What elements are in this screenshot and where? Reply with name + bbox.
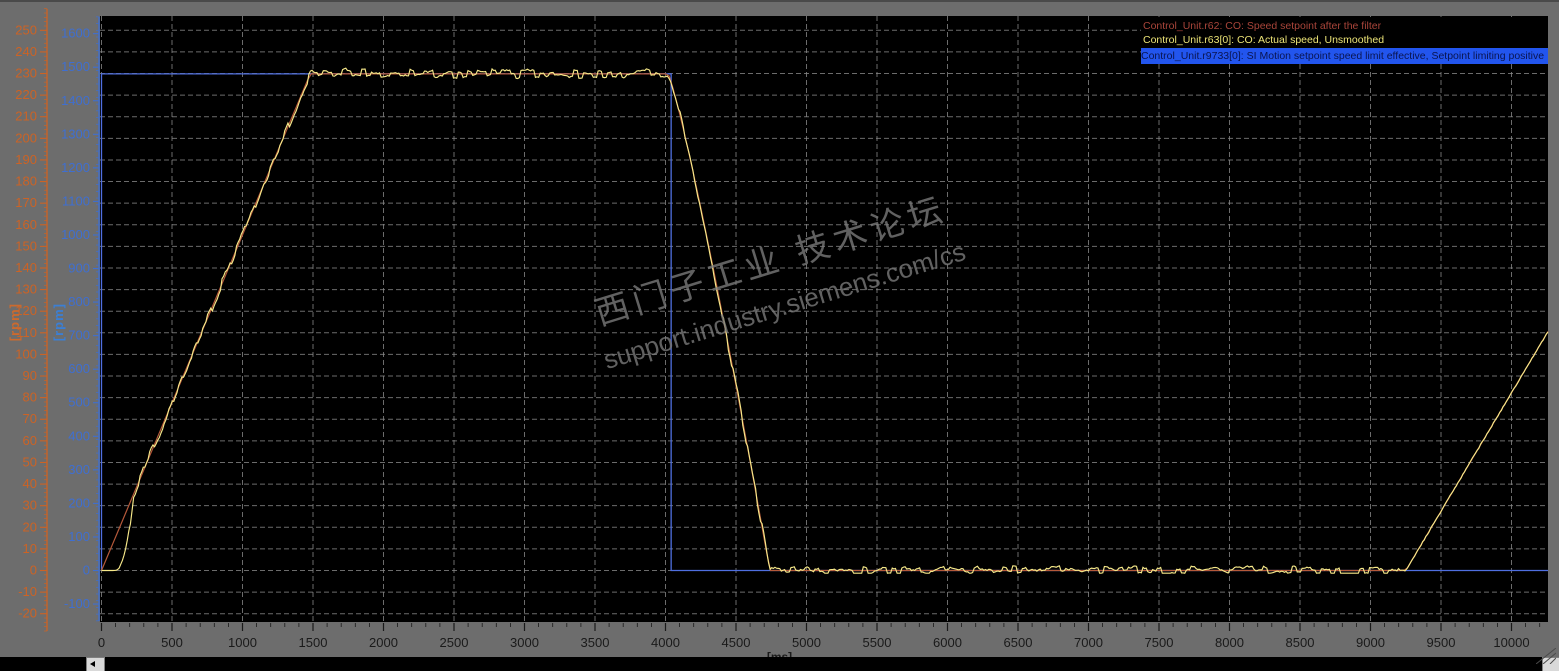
svg-text:160: 160 bbox=[15, 217, 37, 232]
svg-text:6000: 6000 bbox=[933, 635, 962, 650]
svg-text:140: 140 bbox=[15, 260, 37, 275]
svg-text:210: 210 bbox=[15, 109, 37, 124]
svg-text:2000: 2000 bbox=[369, 635, 398, 650]
svg-text:1200: 1200 bbox=[61, 160, 90, 175]
svg-text:200: 200 bbox=[68, 495, 90, 510]
svg-text:5500: 5500 bbox=[863, 635, 892, 650]
svg-text:-100: -100 bbox=[64, 596, 90, 611]
svg-text:700: 700 bbox=[68, 328, 90, 343]
svg-text:90: 90 bbox=[23, 368, 37, 383]
svg-text:-20: -20 bbox=[18, 606, 37, 621]
svg-text:70: 70 bbox=[23, 411, 37, 426]
svg-text:240: 240 bbox=[15, 44, 37, 59]
svg-text:220: 220 bbox=[15, 87, 37, 102]
svg-text:250: 250 bbox=[15, 22, 37, 37]
svg-text:0: 0 bbox=[30, 563, 37, 578]
svg-text:1300: 1300 bbox=[61, 126, 90, 141]
svg-text:2500: 2500 bbox=[440, 635, 469, 650]
svg-text:6500: 6500 bbox=[1004, 635, 1033, 650]
svg-text:3000: 3000 bbox=[510, 635, 539, 650]
svg-text:180: 180 bbox=[15, 174, 37, 189]
svg-text:400: 400 bbox=[68, 428, 90, 443]
svg-text:8000: 8000 bbox=[1215, 635, 1244, 650]
svg-text:7500: 7500 bbox=[1145, 635, 1174, 650]
svg-text:9500: 9500 bbox=[1427, 635, 1456, 650]
svg-text:200: 200 bbox=[15, 130, 37, 145]
svg-text:50: 50 bbox=[23, 454, 37, 469]
svg-text:0: 0 bbox=[98, 635, 105, 650]
svg-text:1000: 1000 bbox=[228, 635, 257, 650]
svg-text:-10: -10 bbox=[18, 584, 37, 599]
svg-text:40: 40 bbox=[23, 476, 37, 491]
svg-text:0: 0 bbox=[83, 563, 90, 578]
svg-text:150: 150 bbox=[15, 238, 37, 253]
svg-text:190: 190 bbox=[15, 152, 37, 167]
svg-text:130: 130 bbox=[15, 282, 37, 297]
svg-text:10000: 10000 bbox=[1493, 635, 1529, 650]
svg-text:230: 230 bbox=[15, 66, 37, 81]
svg-text:170: 170 bbox=[15, 195, 37, 210]
svg-text:7000: 7000 bbox=[1074, 635, 1103, 650]
svg-text:500: 500 bbox=[161, 635, 183, 650]
svg-text:5000: 5000 bbox=[792, 635, 821, 650]
svg-text:100: 100 bbox=[15, 346, 37, 361]
svg-text:1000: 1000 bbox=[61, 227, 90, 242]
svg-text:10: 10 bbox=[23, 541, 37, 556]
svg-text:1400: 1400 bbox=[61, 93, 90, 108]
svg-text:30: 30 bbox=[23, 498, 37, 513]
svg-text:20: 20 bbox=[23, 519, 37, 534]
svg-text:3500: 3500 bbox=[581, 635, 610, 650]
svg-text:4000: 4000 bbox=[651, 635, 680, 650]
svg-text:60: 60 bbox=[23, 433, 37, 448]
svg-text:1500: 1500 bbox=[61, 59, 90, 74]
svg-text:100: 100 bbox=[68, 529, 90, 544]
svg-text:1100: 1100 bbox=[62, 193, 90, 208]
svg-text:800: 800 bbox=[68, 294, 90, 309]
svg-text:900: 900 bbox=[68, 261, 90, 276]
svg-text:500: 500 bbox=[68, 395, 90, 410]
svg-text:600: 600 bbox=[68, 361, 90, 376]
svg-text:9000: 9000 bbox=[1356, 635, 1385, 650]
svg-text:80: 80 bbox=[23, 390, 37, 405]
svg-text:4500: 4500 bbox=[722, 635, 751, 650]
svg-text:8500: 8500 bbox=[1286, 635, 1315, 650]
svg-text:1500: 1500 bbox=[299, 635, 328, 650]
svg-text:300: 300 bbox=[68, 462, 90, 477]
svg-text:1600: 1600 bbox=[61, 26, 90, 41]
